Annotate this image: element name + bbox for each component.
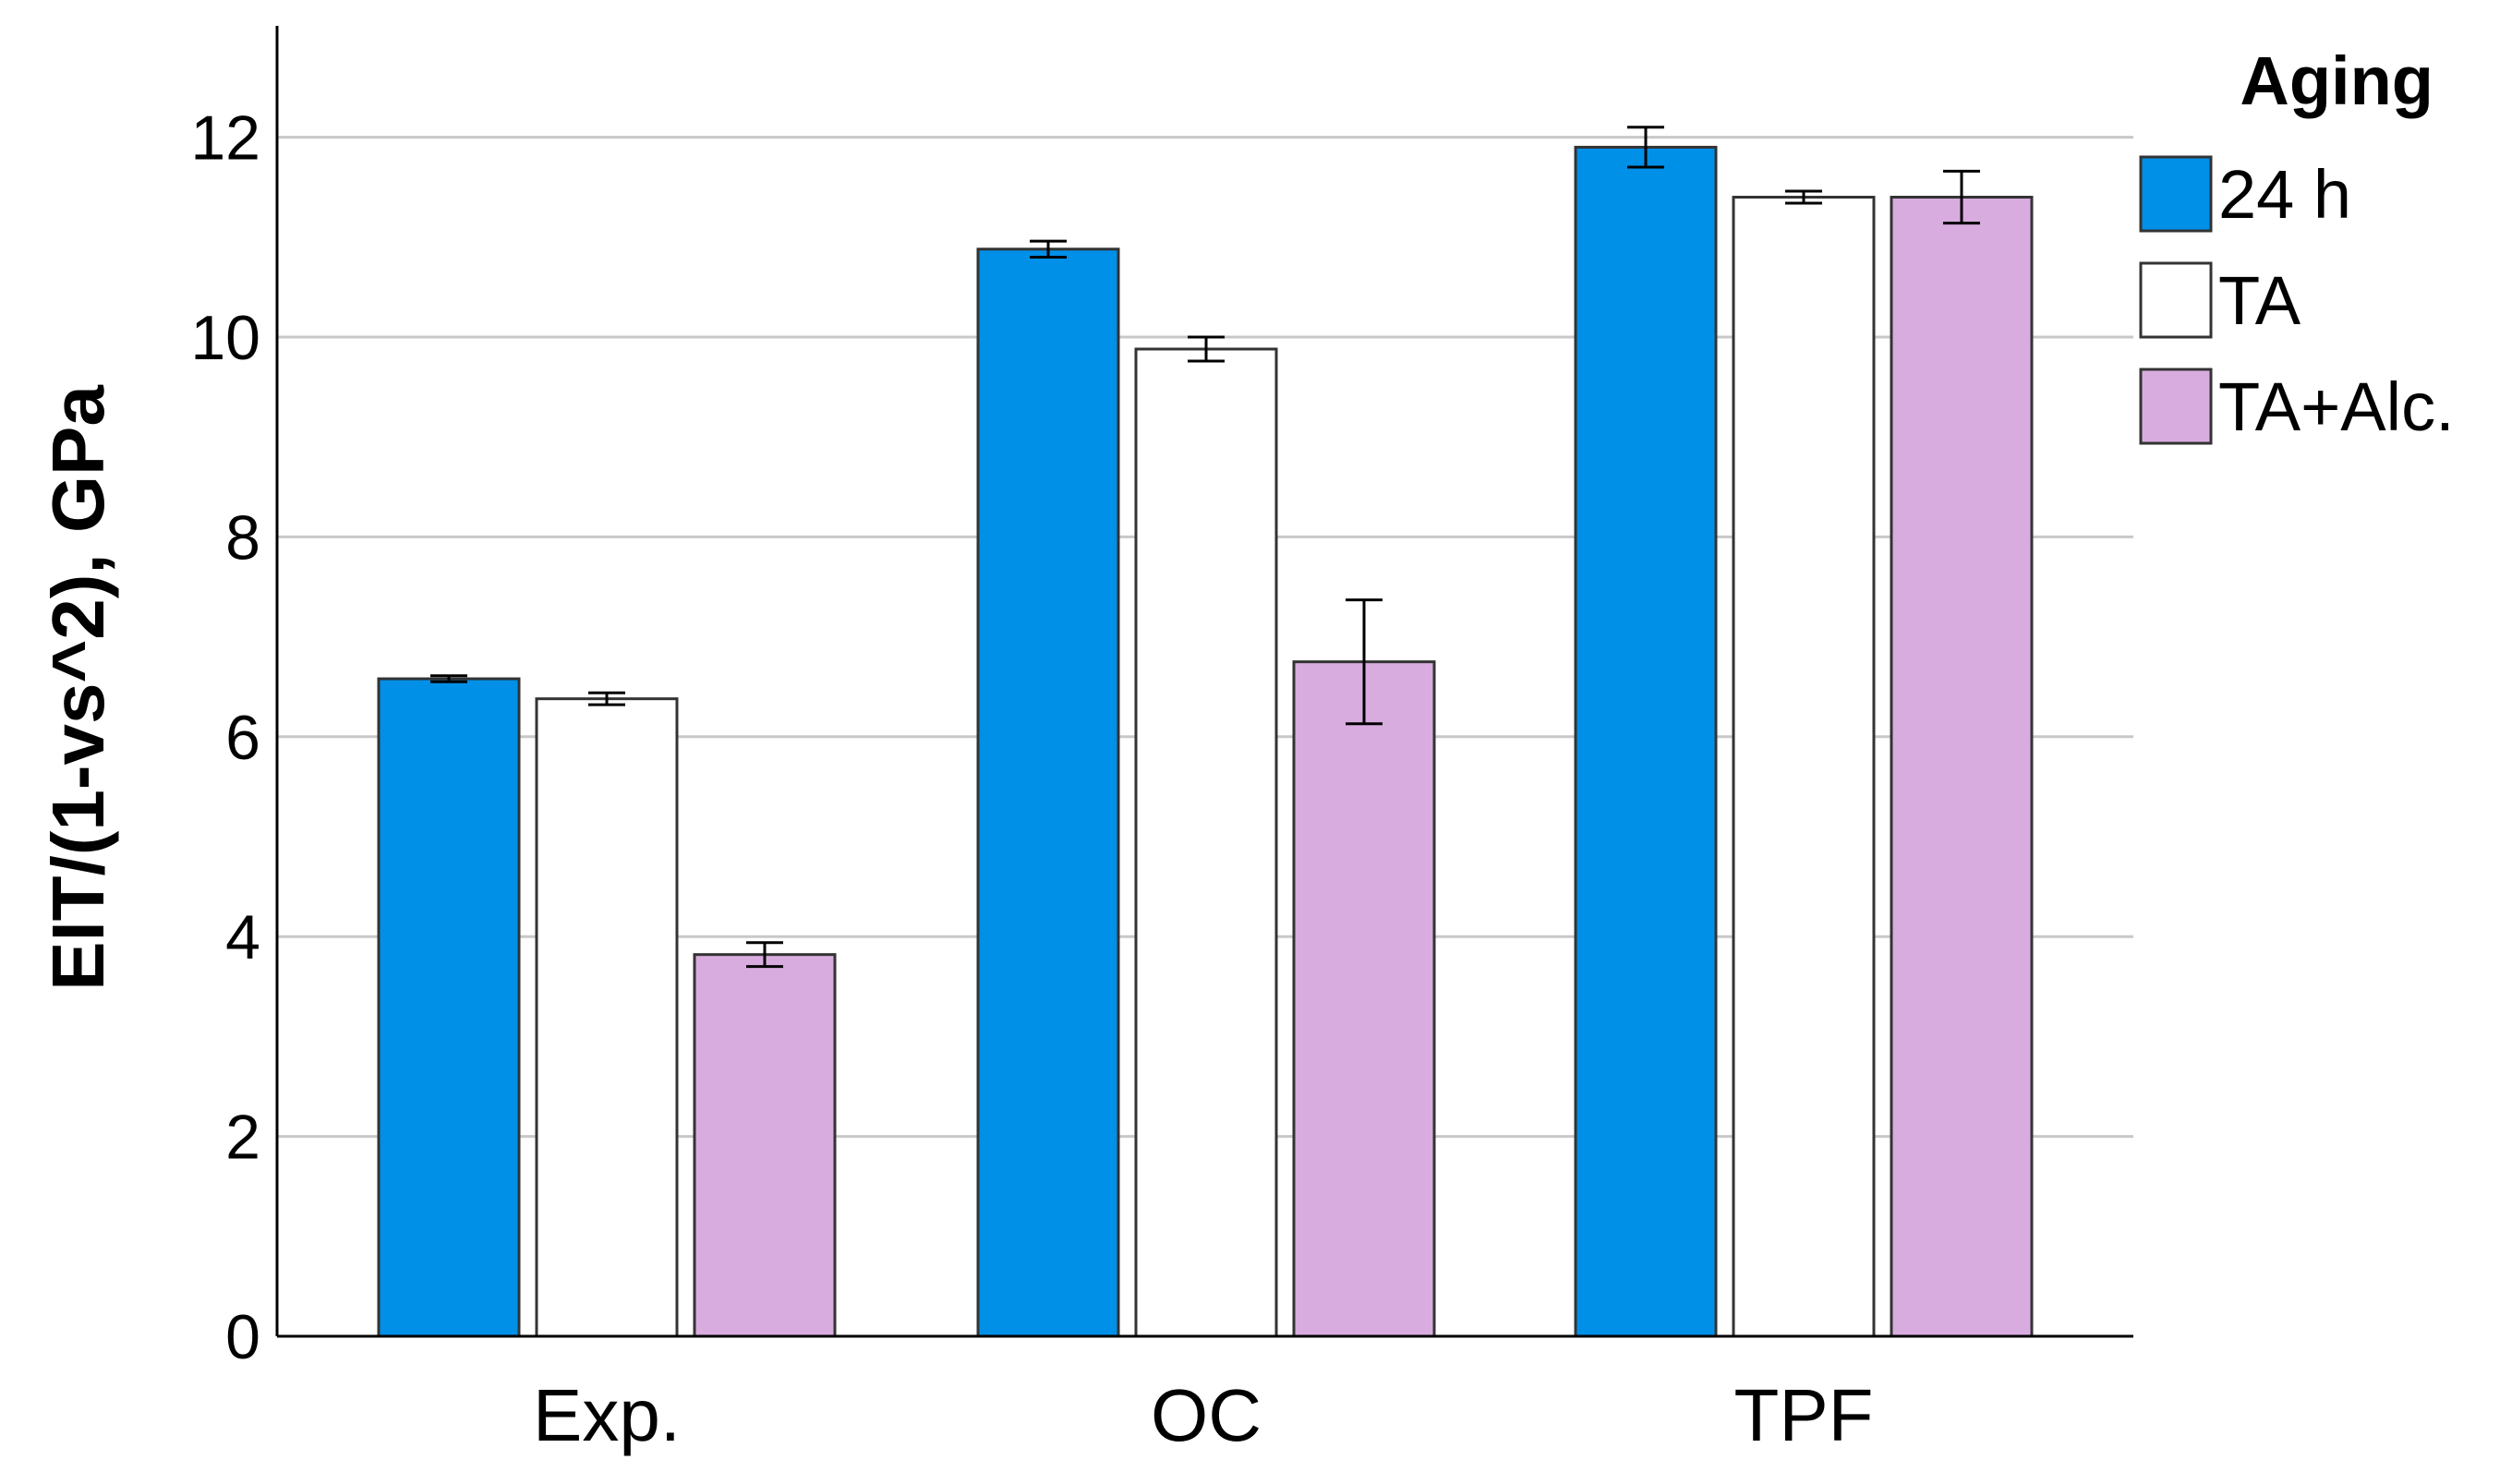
legend-label: 24 h [2218,156,2351,233]
error-bar [430,674,467,683]
legend-label: TA+Alc. [2218,368,2455,445]
bars [377,145,2034,1338]
error-bar [1030,239,1067,259]
legend-swatch [2139,368,2213,445]
error-bar [1785,189,1822,205]
y-tick-label: 0 [225,1302,260,1372]
bar [976,247,1120,1338]
error-bar [1346,598,1383,726]
legend-title: Aging [2240,42,2434,119]
category-label: TPF [1733,1374,1873,1456]
legend-swatch [2139,261,2213,339]
error-bars [430,126,1980,969]
error-bar [1943,169,1980,225]
y-tick-labels: 0 2 4 6 8 10 12 [190,103,260,1372]
category-label: OC [1151,1374,1262,1456]
bar [1134,347,1278,1338]
category-label: Exp. [533,1374,681,1456]
y-tick-label: 10 [190,303,260,373]
legend-swatch [2139,155,2213,233]
bar [535,697,679,1338]
bar [1732,196,1876,1338]
category-labels: Exp. OC TPF [533,1374,1874,1456]
error-bar [1188,335,1225,363]
y-tick-label: 4 [225,902,260,972]
bar [1890,196,2034,1338]
y-tick-label: 2 [225,1103,260,1173]
y-tick-label: 12 [190,103,260,174]
error-bar [588,691,625,706]
y-tick-label: 8 [225,502,260,573]
bar [1292,660,1436,1338]
bar [693,953,837,1338]
y-axis-title: EIT/(1-vs^2), GPa [37,385,119,991]
legend: Aging 24 h TA TA+Alc. [2139,42,2455,445]
bar [377,677,521,1338]
legend-label: TA [2218,262,2301,339]
bar [1574,145,1718,1338]
legend-item: 24 h [2139,155,2351,233]
error-bar [746,941,783,969]
y-tick-label: 6 [225,703,260,773]
legend-item: TA+Alc. [2139,368,2455,445]
axes [275,26,2133,1338]
legend-items: 24 h TA TA+Alc. [2139,155,2455,445]
legend-item: TA [2139,261,2301,339]
error-bar [1627,126,1664,169]
